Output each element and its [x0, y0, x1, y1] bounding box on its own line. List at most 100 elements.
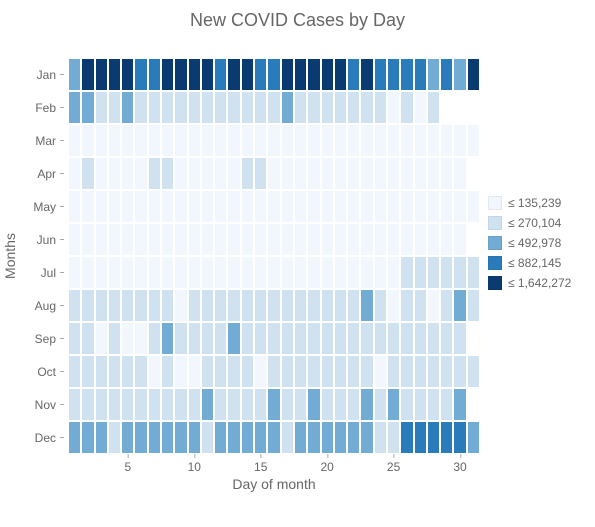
heatmap-cell: [108, 322, 121, 355]
heatmap-cell: [188, 124, 201, 157]
heatmap-cell: [227, 124, 240, 157]
heatmap-cell: [440, 157, 453, 190]
heatmap-cell: [174, 190, 187, 223]
heatmap-cell: [81, 223, 94, 256]
heatmap-cell: [334, 223, 347, 256]
heatmap-cell: [161, 322, 174, 355]
heatmap-cell: [321, 388, 334, 421]
heatmap-cell: [95, 256, 108, 289]
heatmap-cell: [201, 322, 214, 355]
heatmap-cell: [453, 190, 466, 223]
heatmap-cell: [214, 421, 227, 454]
heatmap-cell: [188, 421, 201, 454]
heatmap-cell: [427, 421, 440, 454]
heatmap-cell: [374, 289, 387, 322]
heatmap-cell: [307, 223, 320, 256]
heatmap-cell: [134, 421, 147, 454]
x-tick: 25: [387, 460, 400, 474]
heatmap-cell: [427, 91, 440, 124]
heatmap-cell: [68, 355, 81, 388]
heatmap-cell: [334, 355, 347, 388]
x-tick: 20: [320, 460, 333, 474]
heatmap-cell: [68, 322, 81, 355]
heatmap-cell: [174, 91, 187, 124]
heatmap-cell: [121, 388, 134, 421]
heatmap-cell: [400, 157, 413, 190]
heatmap-cell: [427, 58, 440, 91]
heatmap-cell: [148, 355, 161, 388]
legend-swatch: [488, 216, 502, 230]
legend-swatch: [488, 196, 502, 210]
heatmap-cell: [334, 190, 347, 223]
heatmap-cell: [95, 157, 108, 190]
heatmap-cell: [414, 91, 427, 124]
heatmap-cell: [241, 157, 254, 190]
heatmap-cell: [81, 322, 94, 355]
heatmap-cell: [81, 91, 94, 124]
heatmap-cell: [281, 289, 294, 322]
heatmap-cell: [294, 388, 307, 421]
heatmap-cell: [134, 58, 147, 91]
heatmap-cell: [241, 388, 254, 421]
heatmap-cell: [414, 322, 427, 355]
heatmap-cell: [201, 157, 214, 190]
heatmap-cell: [467, 91, 480, 124]
heatmap-cell: [227, 256, 240, 289]
heatmap-cell: [374, 355, 387, 388]
heatmap-cell: [453, 289, 466, 322]
heatmap-cell: [347, 355, 360, 388]
x-axis: 51015202530: [68, 454, 480, 474]
heatmap-cell: [227, 289, 240, 322]
heatmap-cell: [360, 223, 373, 256]
heatmap-cell: [174, 124, 187, 157]
heatmap-cell: [453, 421, 466, 454]
heatmap-cell: [161, 421, 174, 454]
heatmap-cell: [161, 124, 174, 157]
heatmap-cell: [267, 322, 280, 355]
heatmap-cell: [387, 58, 400, 91]
heatmap-cell: [387, 91, 400, 124]
heatmap-cell: [254, 289, 267, 322]
heatmap-cell: [134, 91, 147, 124]
heatmap-cell: [108, 355, 121, 388]
heatmap-cell: [440, 91, 453, 124]
x-tick: 15: [254, 460, 267, 474]
heatmap-cell: [334, 157, 347, 190]
heatmap-cell: [374, 157, 387, 190]
heatmap-cell: [254, 190, 267, 223]
heatmap-cell: [321, 421, 334, 454]
legend-swatch: [488, 256, 502, 270]
heatmap-cell: [108, 289, 121, 322]
heatmap-cell: [161, 355, 174, 388]
heatmap-cell: [321, 124, 334, 157]
heatmap-cell: [400, 421, 413, 454]
legend-label: ≤ 882,145: [508, 256, 561, 270]
heatmap-cell: [334, 256, 347, 289]
heatmap-cell: [453, 124, 466, 157]
heatmap-cell: [360, 289, 373, 322]
heatmap-cell: [400, 289, 413, 322]
heatmap-cell: [134, 256, 147, 289]
y-tick: Apr: [0, 157, 66, 190]
heatmap-cell: [227, 58, 240, 91]
legend-item: ≤ 882,145: [488, 256, 571, 270]
x-tick: 10: [188, 460, 201, 474]
heatmap-cell: [387, 322, 400, 355]
heatmap-cell: [214, 223, 227, 256]
heatmap-cell: [281, 223, 294, 256]
heatmap-cell: [214, 91, 227, 124]
heatmap-cell: [161, 157, 174, 190]
legend: ≤ 135,239≤ 270,104≤ 492,978≤ 882,145≤ 1,…: [488, 190, 571, 296]
heatmap-cell: [347, 256, 360, 289]
heatmap-cell: [427, 223, 440, 256]
heatmap-cell: [467, 322, 480, 355]
x-tick: 5: [124, 460, 131, 474]
heatmap-cell: [121, 322, 134, 355]
heatmap-cell: [440, 223, 453, 256]
heatmap-cell: [360, 124, 373, 157]
heatmap-cell: [281, 124, 294, 157]
heatmap-cell: [307, 58, 320, 91]
heatmap-cell: [307, 289, 320, 322]
heatmap-cell: [108, 157, 121, 190]
y-axis: JanFebMarAprMayJunJulAugSepOctNovDec: [0, 58, 66, 454]
